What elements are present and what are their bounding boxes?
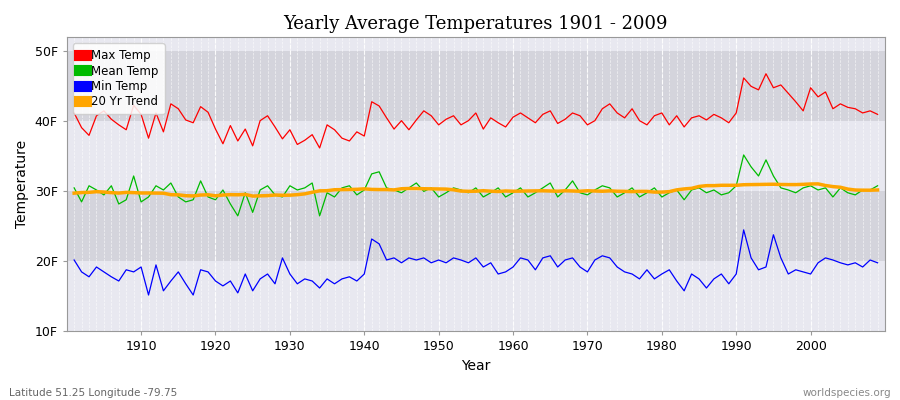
Bar	[67, 261, 885, 332]
Bar	[67, 121, 885, 191]
Bar	[67, 191, 885, 261]
Y-axis label: Temperature: Temperature	[15, 140, 29, 228]
Bar	[67, 37, 885, 51]
Title: Yearly Average Temperatures 1901 - 2009: Yearly Average Temperatures 1901 - 2009	[284, 15, 668, 33]
Text: Latitude 51.25 Longitude -79.75: Latitude 51.25 Longitude -79.75	[9, 388, 177, 398]
X-axis label: Year: Year	[461, 359, 491, 373]
Bar	[67, 51, 885, 121]
Legend: Max Temp, Mean Temp, Min Temp, 20 Yr Trend: Max Temp, Mean Temp, Min Temp, 20 Yr Tre…	[73, 43, 165, 114]
Text: worldspecies.org: worldspecies.org	[803, 388, 891, 398]
